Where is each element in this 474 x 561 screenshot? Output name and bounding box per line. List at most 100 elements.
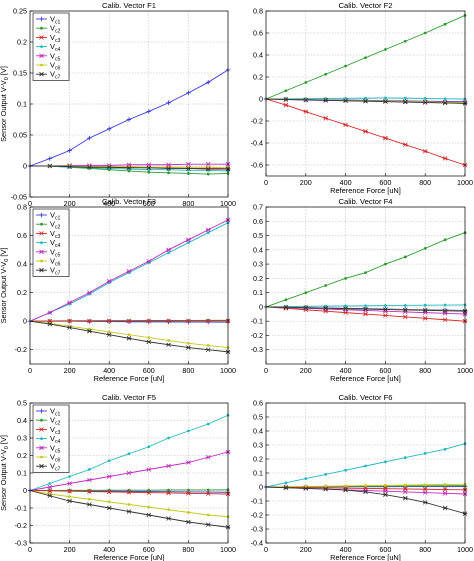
data-point [166, 162, 171, 168]
data-point [146, 490, 152, 495]
y-tick-label: 0.15 [13, 69, 27, 78]
data-point [127, 333, 131, 337]
data-point [40, 241, 43, 245]
data-point [186, 237, 191, 243]
chart-title: Calib. Vector F3 [102, 197, 156, 206]
y-tick-label: 0.25 [13, 7, 27, 16]
data-point [167, 488, 171, 492]
data-point [205, 491, 211, 496]
data-point [68, 475, 71, 478]
data-point [422, 100, 428, 105]
legend-item: Vc7 [36, 266, 61, 277]
data-point [167, 436, 171, 440]
data-point [146, 165, 152, 171]
data-point [187, 510, 190, 514]
data-point [126, 336, 132, 341]
data-point [423, 483, 427, 487]
data-point [67, 498, 72, 504]
y-tick-label: 0 [23, 317, 27, 326]
data-point [423, 303, 427, 307]
chart-panel-5: 0 200 400 600 800 1000 -0.3 -0.2 -0.1 0 0.1 0.2 0.3 0… [0, 393, 236, 561]
x-tick-label: 600 [379, 178, 391, 187]
data-point [39, 445, 44, 451]
data-point [403, 255, 407, 259]
chart-panel-2: 0 200 400 600 800 1000 -0.6 -0.4 -0.2 0 0.2 0.4 0.6 0… [251, 1, 473, 195]
x-tick-label: 400 [340, 178, 352, 187]
data-point [422, 500, 428, 505]
data-point [106, 332, 112, 338]
data-point [344, 64, 347, 68]
data-point [403, 303, 407, 307]
y-tick-label: 0.5 [17, 399, 27, 408]
data-point [205, 227, 211, 233]
y-tick-label: 0.3 [17, 434, 27, 443]
legend-label: Vc5 [50, 247, 61, 258]
y-tick-label: 0.6 [253, 217, 263, 226]
data-point [384, 483, 387, 487]
data-point [324, 284, 328, 287]
x-tick-label: 1000 [220, 199, 236, 208]
legend-item: Vc3 [36, 425, 61, 436]
legend-label: Vc2 [50, 416, 61, 427]
data-point [106, 318, 112, 324]
y-tick-label: -0.05 [11, 193, 27, 202]
chart-title: Calib. Vector F2 [338, 1, 392, 10]
data-point [423, 31, 427, 35]
data-point [106, 489, 112, 495]
data-point [284, 481, 288, 485]
y-tick-label: 0.4 [17, 260, 27, 269]
data-point [167, 171, 171, 175]
data-point [344, 96, 347, 100]
data-point [87, 290, 92, 295]
data-point [384, 304, 387, 307]
data-point [87, 164, 92, 170]
y-tick-label: -0.2 [15, 345, 27, 354]
x-tick-label: 400 [103, 199, 115, 208]
y-tick-label: 0.3 [253, 441, 263, 450]
y-tick-label: -0.6 [251, 161, 263, 170]
y-tick-label: -0.3 [251, 345, 263, 354]
data-point [47, 321, 53, 327]
data-point [166, 463, 171, 469]
x-tick-label: 200 [300, 178, 312, 187]
legend-item: Vc5 [36, 51, 61, 62]
chart-title: Calib. Vector F1 [102, 1, 156, 10]
plot-area [266, 207, 465, 364]
data-point [187, 241, 190, 245]
chart-title: Calib. Vector F6 [338, 393, 392, 402]
data-point [166, 516, 171, 521]
data-point [403, 96, 407, 100]
data-point [40, 222, 43, 226]
legend-item: Vc4 [36, 42, 61, 53]
data-point [186, 519, 191, 525]
x-tick-label: 800 [182, 366, 194, 375]
data-point [303, 97, 309, 103]
data-point [146, 109, 151, 114]
data-point [39, 212, 44, 218]
legend-label: Vc5 [50, 443, 61, 454]
x-tick-label: 800 [419, 366, 431, 375]
data-point [206, 488, 210, 492]
data-point [67, 148, 72, 153]
x-tick-label: 600 [379, 366, 391, 375]
series-3 [265, 306, 468, 324]
data-point [47, 163, 53, 169]
x-tick-label: 400 [340, 366, 352, 375]
data-point [403, 489, 408, 495]
data-point [47, 156, 52, 161]
data-point [186, 318, 191, 324]
data-point [127, 452, 131, 456]
y-tick-label: 0.6 [17, 231, 27, 240]
legend-item: Vc3 [36, 33, 61, 44]
data-point [423, 246, 427, 250]
y-tick-label: -0.3 [251, 525, 263, 534]
x-tick-label: 200 [300, 545, 312, 554]
data-point [284, 89, 288, 93]
legend-label: Vc3 [50, 425, 61, 436]
chart-panel-3: 0 200 400 600 800 1000 -0.2 0 0.2 0.4 0.6 0.8 Calib.… [0, 197, 236, 383]
legend-label: Vc3 [50, 229, 61, 240]
data-point [39, 249, 44, 255]
